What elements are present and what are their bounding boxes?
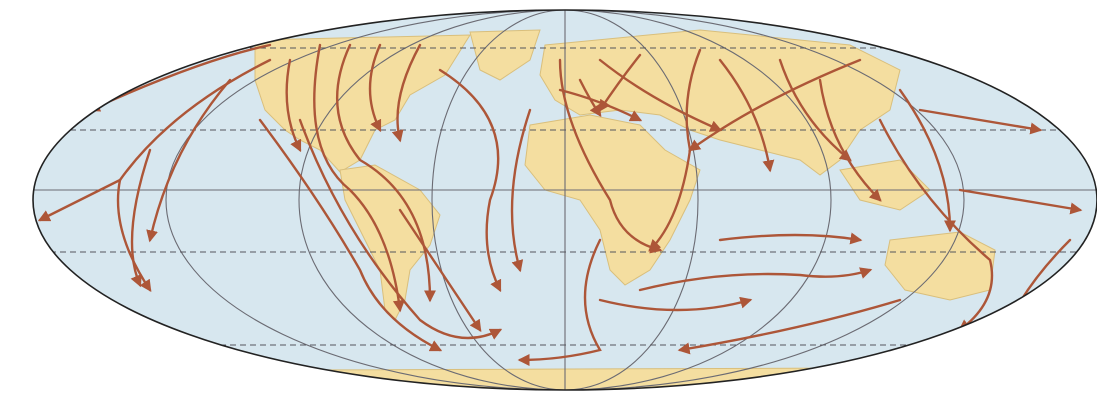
- route: [818, 78, 882, 202]
- route: [918, 108, 1043, 135]
- route: [398, 208, 482, 332]
- route: [258, 118, 443, 352]
- route: [718, 58, 775, 173]
- route: [778, 58, 852, 162]
- route: [368, 43, 382, 133]
- route: [391, 43, 422, 143]
- route: [598, 58, 723, 132]
- route: [958, 188, 1083, 215]
- route: [898, 88, 956, 233]
- route: [638, 267, 873, 292]
- route: [313, 43, 405, 313]
- route: [718, 232, 863, 245]
- route: [146, 78, 232, 243]
- route: [688, 58, 862, 152]
- route: [438, 68, 502, 293]
- australia: [884, 231, 996, 301]
- route: [558, 58, 663, 254]
- route: [130, 148, 152, 288]
- meridian: [431, 10, 699, 390]
- greenland: [469, 29, 541, 81]
- route: [598, 296, 753, 312]
- route: [878, 118, 994, 332]
- migration-routes: [37, 43, 1083, 366]
- globe-outline: [32, 9, 1097, 391]
- route: [517, 238, 602, 366]
- route: [116, 58, 272, 292]
- route: [37, 178, 122, 222]
- route: [298, 118, 503, 340]
- route: [677, 298, 902, 355]
- meridian: [298, 10, 832, 390]
- route: [578, 78, 602, 117]
- meridian: [165, 10, 965, 390]
- route: [510, 108, 532, 273]
- route: [558, 88, 643, 122]
- route: [285, 58, 302, 153]
- southeast-asia: [839, 159, 931, 211]
- north-america: [254, 34, 471, 173]
